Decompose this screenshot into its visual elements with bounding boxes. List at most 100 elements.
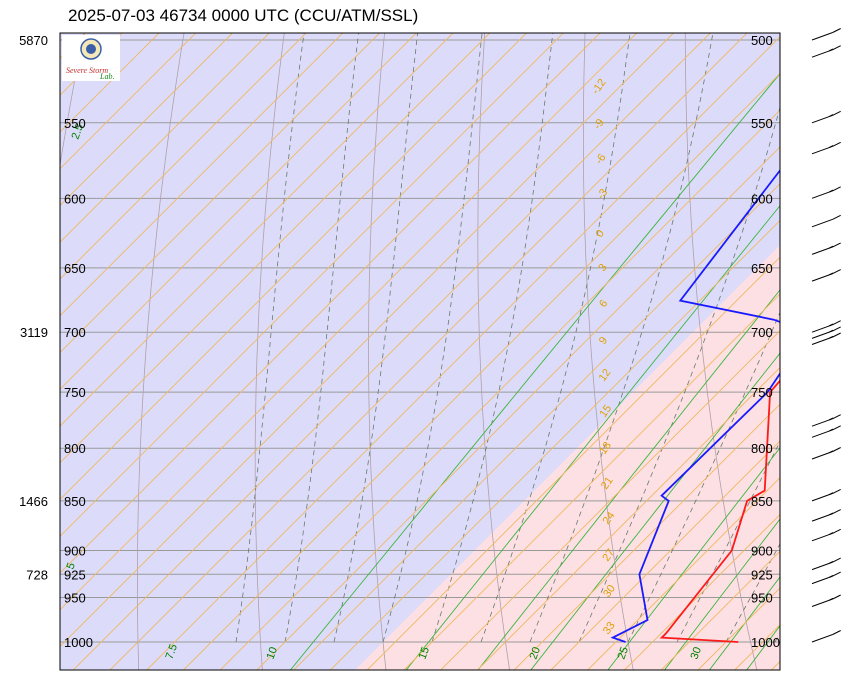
wind-barb	[811, 242, 841, 255]
isotherm-line	[477, 366, 780, 670]
dewpoint-profile	[610, 168, 780, 643]
profiles	[610, 168, 780, 643]
barb-feather	[832, 242, 841, 248]
wind-barb	[811, 45, 841, 58]
barb-half-feather	[828, 245, 834, 249]
wind-barb	[811, 447, 841, 460]
isotherm-line	[0, 33, 12, 670]
isotherm-label: 33	[601, 620, 618, 637]
pressure-label-right: 850	[751, 494, 773, 509]
barb-feather	[832, 414, 841, 420]
mixing-ratio-line	[530, 352, 780, 670]
barb-feather	[832, 488, 841, 494]
plot-frame	[59, 32, 781, 671]
barb-feather	[832, 269, 841, 275]
isotherm-label: 0	[594, 228, 607, 240]
isotherm-line	[60, 33, 270, 243]
isotherm-line	[550, 440, 780, 670]
moist-adiabat	[578, 106, 780, 643]
wind-barb	[811, 557, 841, 571]
barb-half-feather	[828, 560, 834, 564]
isotherm-label: 15	[597, 403, 614, 420]
height-label: 1466	[19, 494, 48, 509]
barb-half-feather	[828, 189, 834, 193]
wind-barb	[811, 110, 841, 124]
barb-half-feather	[828, 428, 834, 432]
pressure-label-right: 950	[751, 591, 773, 606]
barb-feather	[832, 332, 841, 338]
barb-half-feather	[828, 574, 834, 578]
wind-barb	[811, 320, 841, 333]
isotherm-label: 21	[599, 475, 616, 492]
barb-feather	[832, 571, 841, 577]
cold-region	[60, 33, 780, 670]
wind-barb	[811, 571, 841, 585]
mixing-ratio-line	[607, 447, 780, 670]
isotherm-line	[587, 477, 780, 670]
wind-barb	[811, 186, 841, 199]
pressure-label-left: 850	[64, 494, 86, 509]
isotherm-line	[60, 33, 344, 317]
isotherm-label: 12	[597, 367, 614, 384]
isotherm-line	[440, 330, 780, 670]
moist-adiabat	[235, 33, 305, 643]
mixing-ratio-line	[663, 518, 780, 670]
mixing-ratio-line	[405, 204, 780, 670]
gridlines	[0, 0, 850, 684]
isotherm-line	[771, 660, 780, 670]
isotherm-line	[146, 36, 780, 670]
pressure-label-right: 650	[751, 261, 773, 276]
isotherm-line	[60, 33, 564, 537]
barb-half-feather	[828, 597, 834, 601]
wind-barb	[811, 509, 841, 522]
mixing-ratio-label: 30	[689, 645, 704, 661]
isotherm-line	[60, 33, 491, 464]
logo-text-lab: Lab.	[99, 72, 114, 81]
barb-feather	[832, 528, 841, 534]
barb-feather	[832, 45, 841, 51]
dry-adiabat	[0, 0, 4, 684]
wind-barb	[811, 528, 841, 542]
pressure-label-left: 750	[64, 385, 86, 400]
mixing-ratio-label: 7.5	[164, 643, 181, 661]
isotherm-line	[109, 33, 748, 670]
mixing-ratio-label: 15	[417, 645, 432, 661]
mixing-ratio-line	[708, 576, 780, 670]
height-label: 5870	[19, 33, 48, 48]
moist-adiabat	[627, 311, 780, 643]
barb-feather	[832, 425, 841, 431]
moist-adiabat	[824, 0, 850, 642]
isotherm-line	[219, 109, 780, 670]
isotherm-line	[513, 403, 780, 670]
barb-shaft	[811, 218, 833, 228]
isotherm-line	[60, 33, 674, 648]
isotherm-line	[366, 256, 780, 670]
barb-half-feather	[828, 272, 834, 276]
isotherm-line	[660, 550, 780, 670]
isotherm-line	[60, 33, 197, 170]
wind-barb	[811, 269, 841, 282]
wind-barb	[811, 425, 841, 438]
isotherm-line	[624, 513, 780, 670]
isotherm-label: 18	[597, 440, 614, 457]
pressure-label-left: 900	[64, 544, 86, 559]
mixing-ratio-label: 25	[616, 645, 631, 661]
isotherm-line	[183, 72, 780, 670]
pressure-label-right: 925	[751, 567, 773, 582]
pressure-label-left: 925	[64, 567, 86, 582]
chart-title: 2025-07-03 46734 0000 UTC (CCU/ATM/SSL)	[68, 6, 419, 25]
dry-adiabat	[477, 33, 510, 670]
barb-half-feather	[828, 114, 834, 118]
wind-barb	[811, 28, 841, 41]
wind-barb	[811, 630, 841, 643]
barb-half-feather	[828, 335, 834, 339]
pressure-label-left: 700	[64, 325, 86, 340]
barb-feather	[832, 447, 841, 452]
barb-shaft	[811, 634, 833, 643]
isotherm-line	[845, 33, 850, 670]
barb-half-feather	[828, 512, 834, 516]
dry-adiabat	[368, 33, 387, 670]
barb-shaft	[811, 32, 833, 41]
pressure-label-left: 600	[64, 191, 86, 206]
